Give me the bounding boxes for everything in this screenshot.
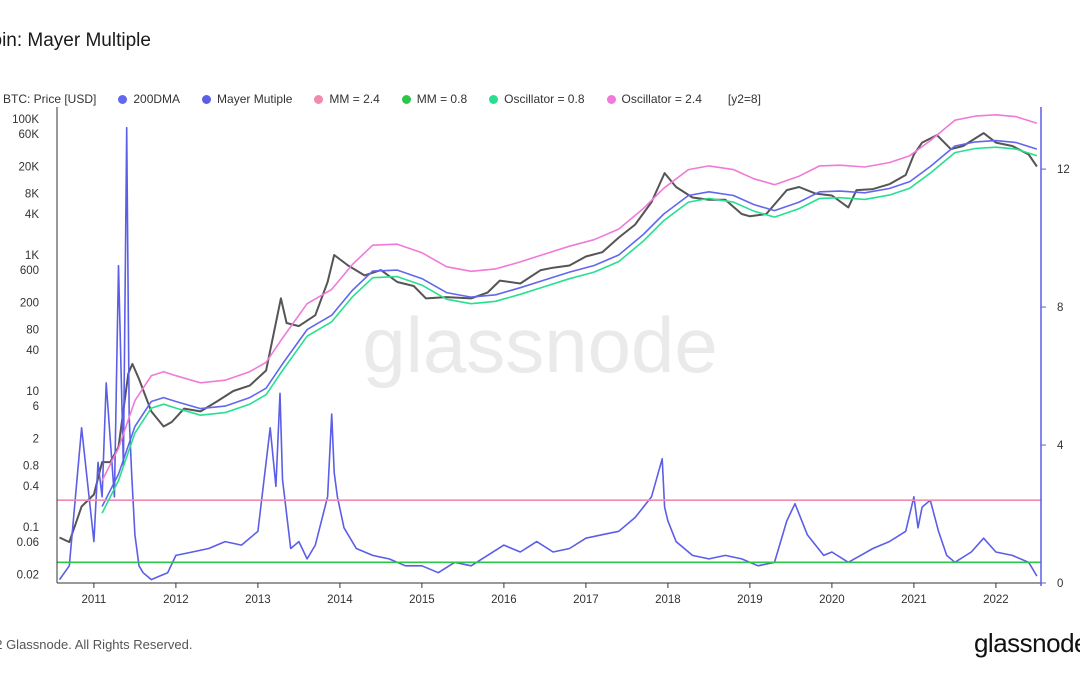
y-left-tick-label: 0.8 — [23, 461, 39, 473]
y-left-tick-label: 60K — [19, 129, 40, 141]
legend-label: MM = 2.4 — [329, 92, 380, 106]
series-line-btc-price-usd — [59, 132, 1038, 544]
x-tick-label: 2012 — [163, 594, 189, 606]
y-left-tick-label: 2 — [33, 434, 39, 446]
x-tick-label: 2020 — [819, 594, 845, 606]
series-layer — [57, 114, 1041, 581]
y-left-tick-label: 80 — [26, 325, 39, 337]
legend-dot-icon — [202, 94, 212, 104]
y-left-tick-label: 20K — [19, 162, 40, 174]
legend-item-5[interactable]: Oscillator = 0.8 — [489, 92, 585, 106]
legend-dot-icon — [401, 94, 411, 104]
axes-layer: 2011 2012 2013 2014 2015 2016 2017 2018 2019 2020… — [12, 107, 1070, 606]
watermark: glassnode — [362, 301, 718, 389]
legend-item-6[interactable]: Oscillator = 2.4 — [606, 92, 702, 106]
legend-item-4[interactable]: MM = 0.8 — [401, 92, 468, 106]
legend-item-3[interactable]: MM = 2.4 — [314, 92, 380, 106]
y-right-tick-label: 8 — [1057, 302, 1063, 314]
legend-label: Mayer Mutiple — [217, 92, 293, 106]
legend-dot-icon — [118, 94, 128, 104]
y-left-tick-label: 0.06 — [17, 537, 39, 549]
legend-item-2[interactable]: Mayer Mutiple — [202, 92, 292, 106]
y-left-tick-label: 10 — [26, 386, 39, 398]
x-tick-label: 2011 — [82, 594, 107, 606]
x-tick-label: 2016 — [491, 594, 517, 606]
legend-label: Oscillator = 2.4 — [621, 92, 702, 106]
series-line-oscillator-0-8 — [101, 146, 1038, 514]
y-right-tick-label: 12 — [1057, 164, 1070, 176]
x-tick-label: 2017 — [573, 594, 599, 606]
y-left-tick-label: 600 — [20, 265, 39, 277]
y-left-tick-label: 40 — [26, 345, 39, 357]
y-right-tick-label: 4 — [1057, 440, 1064, 452]
series-line-oscillator-2-4 — [101, 114, 1038, 481]
brand-logo: glassnode — [973, 628, 1080, 658]
legend-label: MM = 0.8 — [416, 92, 468, 106]
legend: BTC: Price [USD] 200DMA Mayer Mutiple MM = … — [0, 91, 761, 107]
y-left-tick-label: 0.02 — [17, 570, 39, 582]
x-tick-label: 2014 — [327, 594, 353, 606]
y-left-tick-label: 6 — [33, 401, 39, 413]
series-line-200dma — [101, 139, 1038, 507]
legend-dot-icon — [489, 94, 499, 104]
y-left-tick-label: 4K — [25, 209, 39, 221]
chart-title: coin: Mayer Multiple — [0, 30, 151, 51]
legend-dot-icon — [606, 94, 616, 104]
x-tick-label: 2021 — [901, 594, 927, 606]
legend-item-0[interactable]: BTC: Price [USD] — [0, 92, 96, 106]
x-tick-label: 2019 — [737, 594, 763, 606]
x-tick-label: 2015 — [409, 594, 435, 606]
y-left-tick-label: 1K — [25, 250, 39, 262]
x-tick-label: 2022 — [983, 594, 1009, 606]
copyright-footer: 22 Glassnode. All Rights Reserved. — [0, 637, 193, 652]
legend-y2-note: [y2=8] — [727, 92, 761, 106]
y-left-tick-label: 200 — [20, 298, 39, 310]
legend-label: 200DMA — [133, 92, 181, 106]
y-right-tick-label: 0 — [1057, 578, 1063, 590]
y-left-tick-label: 8K — [25, 189, 39, 201]
legend-label: Oscillator = 0.8 — [504, 92, 585, 106]
y-left-tick-label: 0.4 — [23, 481, 40, 493]
legend-item-1[interactable]: 200DMA — [118, 92, 180, 106]
y-left-tick-label: 100K — [12, 114, 39, 126]
y-left-tick-label: 0.1 — [23, 522, 39, 534]
legend-dot-icon — [314, 94, 324, 104]
legend-label: BTC: Price [USD] — [3, 92, 97, 106]
x-tick-label: 2013 — [245, 594, 271, 606]
x-tick-label: 2018 — [655, 594, 681, 606]
